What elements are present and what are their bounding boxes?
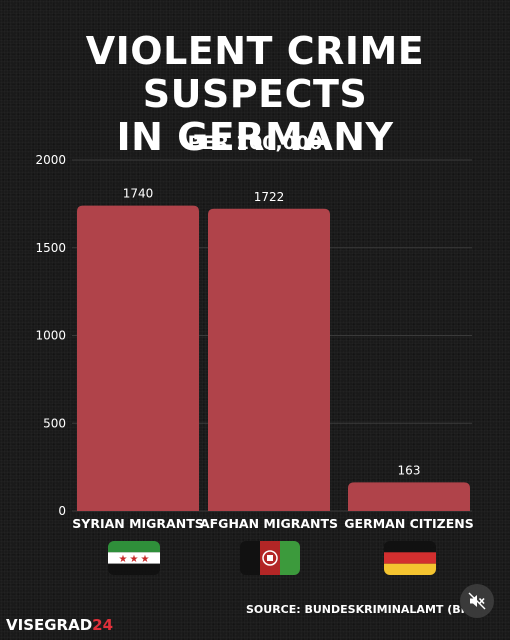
y-tick-label: 1500	[35, 241, 66, 255]
svg-text:★: ★	[119, 554, 128, 565]
brand-name: VISEGRAD	[6, 616, 93, 634]
y-tick-label: 500	[43, 416, 66, 430]
x-tick-label: SYRIAN MIGRANTS	[72, 516, 203, 531]
syria-flag-icon: ★ ★ ★	[108, 541, 160, 575]
source-note: SOURCE: BUNDESKRIMINALAMT (BKA), FREIL	[246, 603, 472, 616]
germany-flag-icon	[384, 541, 436, 575]
brand-number: 24	[92, 616, 114, 634]
y-tick-label: 0	[58, 504, 66, 518]
y-tick-label: 1000	[35, 329, 66, 343]
bar	[348, 482, 470, 511]
afghanistan-flag-icon	[240, 541, 300, 575]
svg-text:★: ★	[141, 554, 150, 565]
chart-title-line-1: VIOLENT CRIME SUSPECTS	[85, 29, 425, 116]
data-label: 163	[398, 463, 421, 477]
chart-title-line-2: IN GERMANY	[116, 115, 394, 159]
brand-logo: VISEGRAD24	[6, 616, 113, 634]
chart-title: VIOLENT CRIME SUSPECTS IN GERMANY	[0, 30, 510, 159]
y-tick-label: 2000	[35, 153, 66, 167]
svg-text:★: ★	[130, 554, 139, 565]
data-label: 1722	[254, 190, 285, 204]
data-label: 1740	[123, 187, 154, 201]
speaker-muted-icon	[468, 592, 486, 610]
x-tick-label: AFGHAN MIGRANTS	[200, 516, 338, 531]
x-tick-label: GERMAN CITIZENS	[344, 516, 473, 531]
chart-subtitle: PER 100,000	[187, 132, 323, 154]
mute-button[interactable]	[460, 584, 494, 618]
bar	[77, 205, 199, 511]
bar	[208, 208, 330, 511]
